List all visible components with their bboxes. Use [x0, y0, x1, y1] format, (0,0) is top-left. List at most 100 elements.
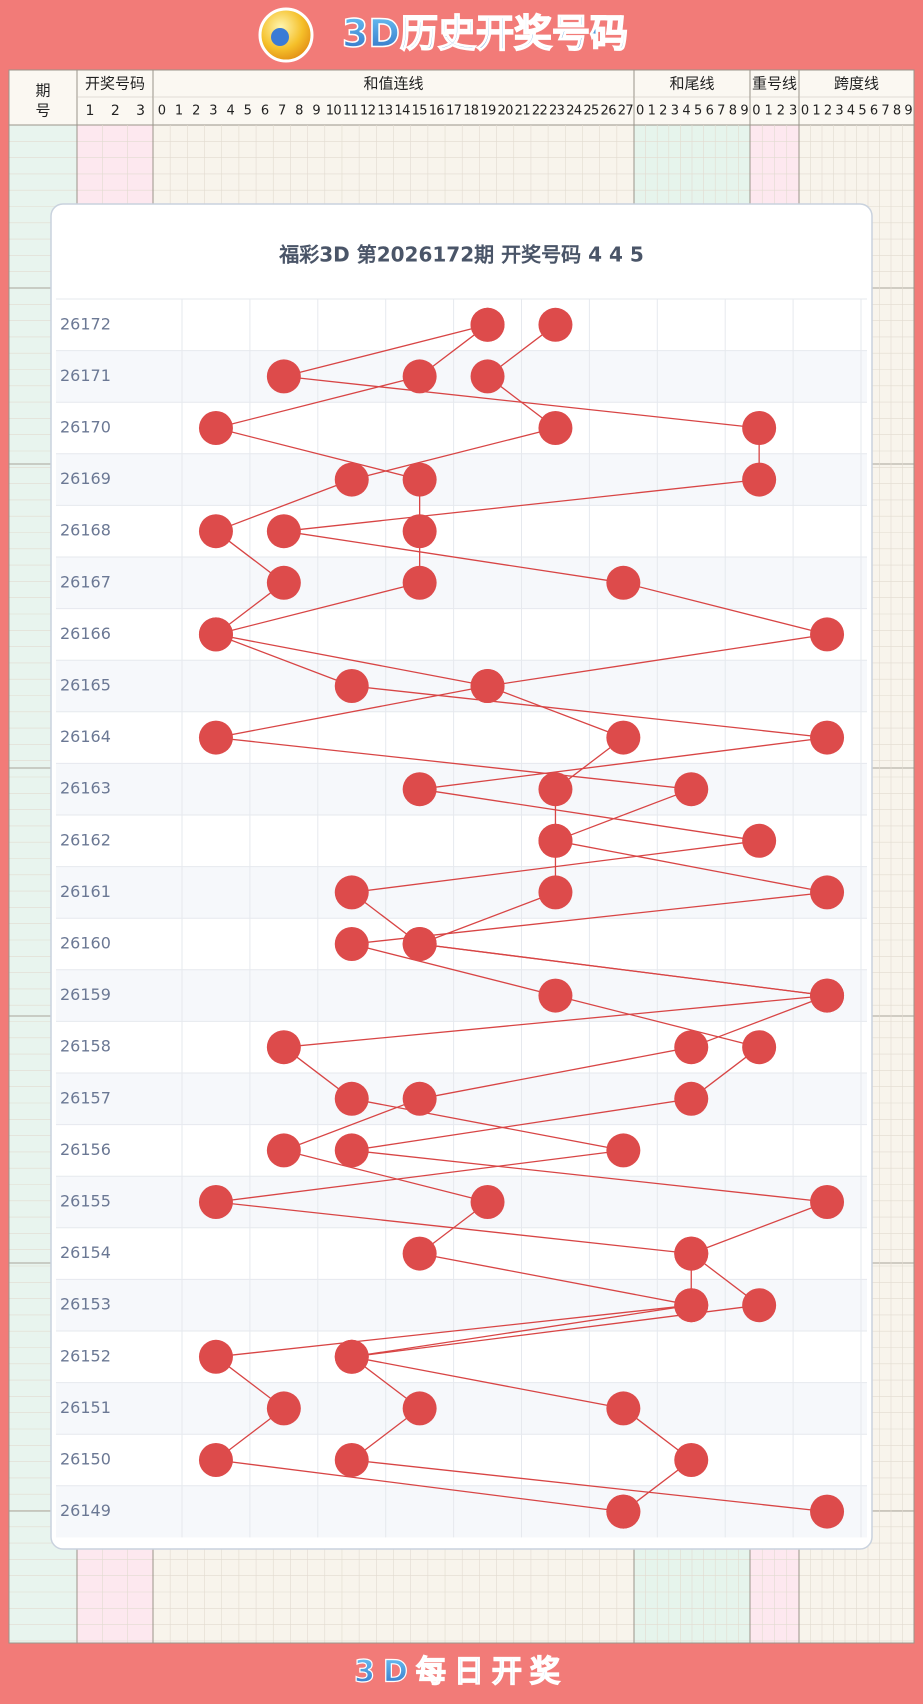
column-header: 27	[618, 104, 634, 119]
column-header: 3	[136, 103, 144, 119]
column-header: 5	[694, 104, 702, 119]
ball	[334, 927, 369, 961]
row-bg	[56, 866, 867, 919]
column-header: 2	[777, 104, 785, 119]
ball	[742, 823, 777, 858]
row-bg	[56, 1124, 867, 1177]
period: 26150	[60, 1450, 111, 1469]
link	[351, 1459, 828, 1513]
row-bg	[56, 1331, 867, 1383]
link	[283, 530, 624, 584]
column-header: 25	[583, 104, 599, 119]
link	[487, 633, 828, 687]
period: 26153	[60, 1295, 111, 1314]
ball	[606, 1391, 641, 1426]
link	[283, 478, 760, 532]
ball	[606, 565, 641, 600]
period: 26152	[60, 1346, 111, 1365]
column-header: 2	[824, 104, 832, 119]
row-bg	[56, 402, 867, 454]
period-header: 期	[35, 82, 50, 100]
column-header: 20	[497, 104, 513, 119]
row-bg	[56, 763, 867, 815]
column-header: 0	[801, 104, 809, 119]
ball	[470, 359, 505, 394]
ball	[470, 669, 505, 703]
link	[691, 1201, 828, 1255]
link	[351, 1304, 692, 1358]
group-header: 和尾线	[669, 75, 714, 93]
column-header: 15	[412, 104, 428, 119]
column-header: 9	[312, 104, 320, 119]
period: 26163	[60, 779, 111, 798]
column-header: 9	[740, 104, 748, 119]
period: 26159	[60, 985, 111, 1004]
link	[215, 582, 420, 636]
group-header: 和值连线	[363, 75, 423, 93]
link	[351, 1356, 624, 1410]
ball	[334, 669, 369, 703]
period: 26171	[60, 366, 111, 385]
ball	[402, 462, 437, 497]
column-header: 4	[226, 104, 234, 119]
ball	[198, 1339, 233, 1374]
link	[283, 324, 488, 378]
period: 26162	[60, 830, 111, 849]
ball	[810, 875, 845, 910]
link	[215, 633, 352, 687]
column-header: 1	[86, 103, 94, 119]
link	[215, 685, 488, 739]
ball	[538, 978, 573, 1013]
ball	[674, 1236, 709, 1271]
row-bg	[56, 1382, 867, 1435]
column-header: 3	[209, 104, 217, 119]
column-header: 22	[532, 104, 547, 119]
ball	[198, 1443, 233, 1477]
ball	[402, 772, 437, 807]
ball	[402, 1236, 437, 1271]
link	[623, 582, 828, 636]
row-bg	[56, 711, 867, 764]
link	[283, 994, 828, 1048]
period: 26172	[60, 314, 111, 333]
period: 26170	[60, 418, 111, 437]
column-header: 2	[192, 104, 200, 119]
ball	[810, 1185, 845, 1219]
ball	[266, 565, 301, 600]
link	[215, 1459, 624, 1513]
ball	[402, 514, 437, 549]
link	[691, 994, 828, 1048]
link	[351, 685, 828, 739]
column-header: 8	[295, 104, 303, 119]
ball	[266, 514, 301, 549]
ball	[742, 1030, 777, 1065]
column-header: 10	[326, 104, 342, 119]
column-header: 6	[870, 104, 878, 119]
row-bg	[56, 557, 867, 609]
group-header: 开奖号码	[85, 75, 145, 93]
link	[351, 943, 556, 997]
column-header: 0	[636, 104, 644, 119]
row-bg	[56, 1176, 867, 1228]
ball	[538, 875, 573, 910]
link	[419, 943, 828, 997]
column-header: 8	[729, 104, 737, 119]
ball	[538, 823, 573, 858]
link	[419, 1046, 692, 1100]
ball	[334, 875, 369, 910]
column-header: 0	[158, 104, 166, 119]
ball	[470, 1185, 505, 1219]
column-header: 13	[377, 104, 393, 119]
row-bg	[56, 1485, 867, 1538]
ball	[198, 1185, 233, 1219]
link	[215, 736, 692, 790]
ball	[402, 359, 437, 394]
ball	[674, 772, 709, 807]
period: 26155	[60, 1192, 111, 1211]
logo-mark	[271, 28, 289, 46]
ball	[266, 359, 301, 394]
link	[215, 1304, 692, 1358]
link	[351, 427, 556, 481]
row-bg	[56, 969, 867, 1022]
period: 26154	[60, 1243, 111, 1262]
